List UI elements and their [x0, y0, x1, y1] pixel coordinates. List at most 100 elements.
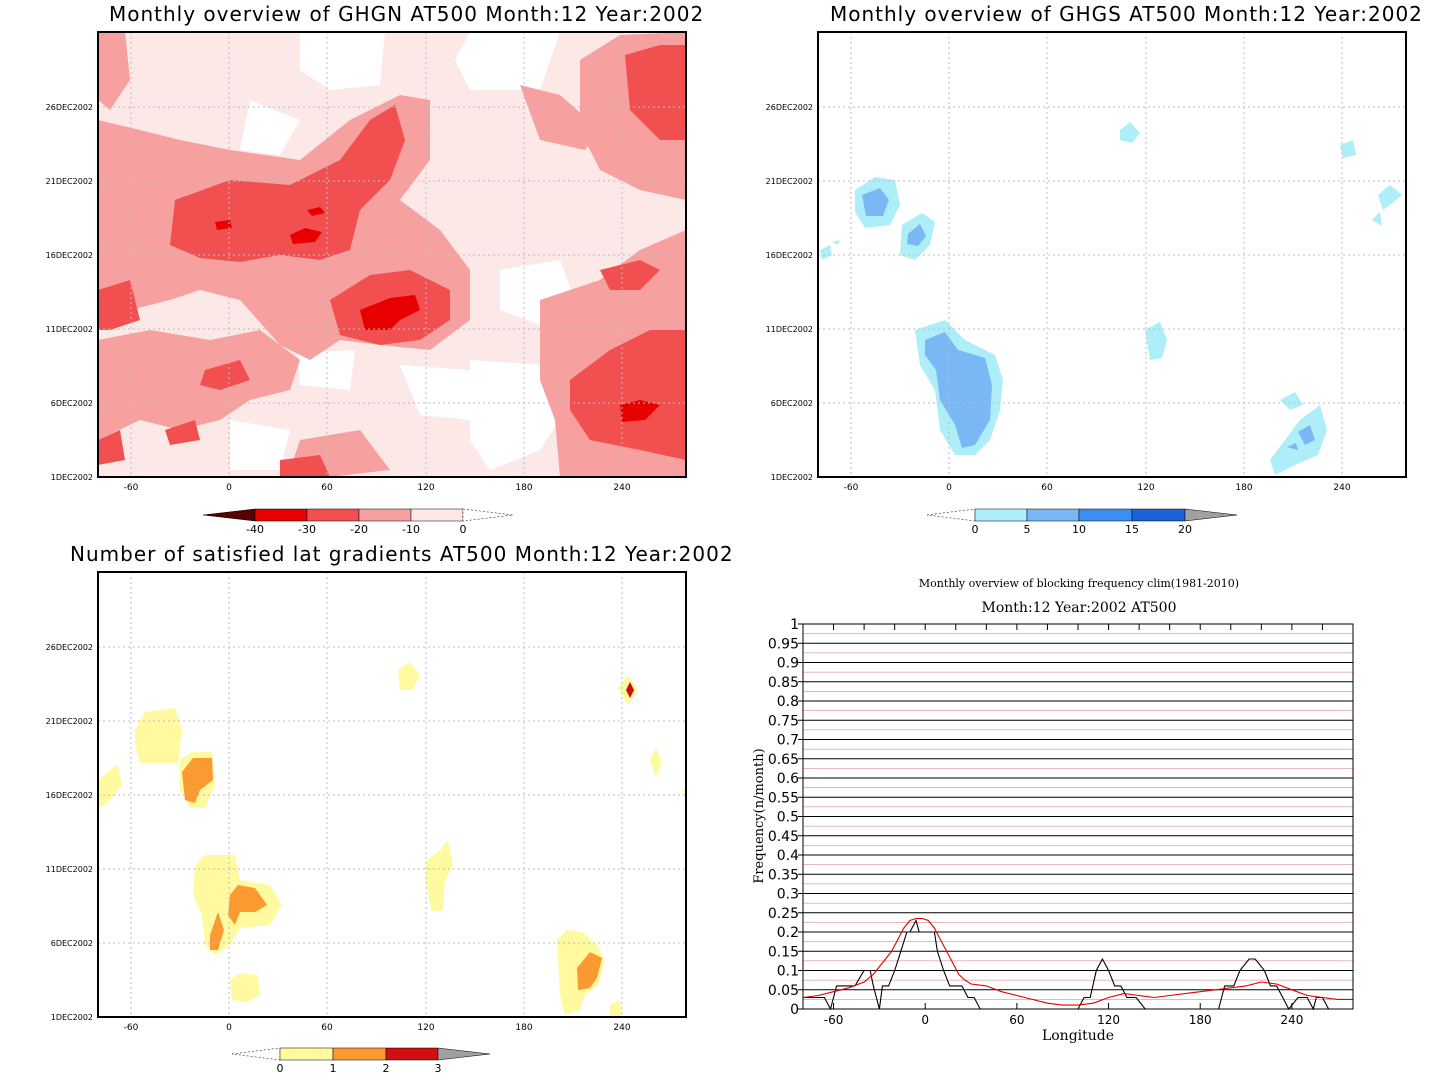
y-tick-label: 6DEC2002 [51, 399, 93, 408]
y-tick-label: 0.75 [768, 713, 799, 729]
axes-ghgs: -60 0 60 120 180 240 1DEC2002 6DEC2002 1… [766, 103, 1351, 493]
y-tick-label: 26DEC2002 [766, 103, 813, 112]
y-tick-label: 0.15 [768, 944, 799, 960]
chart-title-gradients: Number of satisfied lat gradients AT500 … [70, 542, 734, 566]
y-tick-label: 0.45 [768, 829, 799, 845]
colorbar-cell [462, 508, 514, 522]
y-tick-label: 21DEC2002 [46, 717, 93, 726]
y-tick-label: 0 [790, 1002, 799, 1018]
panel-blocking-frequency: Monthly overview of blocking frequency c… [752, 577, 1354, 1044]
y-tick-label: 6DEC2002 [51, 939, 93, 948]
x-tick-label: 120 [1097, 1013, 1120, 1027]
x-tick-label: -60 [824, 1013, 844, 1027]
colorbar-cell [1131, 508, 1186, 522]
colorbar-label: 2 [383, 1062, 390, 1075]
y-tick-label: 6DEC2002 [771, 399, 813, 408]
y-tick-label: 11DEC2002 [766, 325, 813, 334]
gridlines-gradients [98, 572, 686, 1017]
y-axis-blocking: 0 0.05 0.1 0.15 0.2 0.25 0.3 0.35 0.4 0.45 0.5 0.55… [768, 617, 803, 1018]
axes-gradients: -60 0 60 120 180 240 1DEC2002 6DEC2002 1… [46, 643, 631, 1033]
colorbar-cell [437, 1047, 491, 1061]
chart-title-ghgn: Monthly overview of GHGN AT500 Month:12 … [109, 2, 705, 26]
y-tick-label: 0.5 [777, 810, 799, 826]
axes-ghgn: -60 0 60 120 180 240 1DEC2002 6DEC2002 1… [46, 103, 631, 493]
colorbar-cell [926, 508, 976, 522]
x-tick-label: 240 [1333, 483, 1350, 493]
x-tick-label: -60 [124, 483, 139, 493]
colorbar-label: 1 [330, 1062, 337, 1075]
y-tick-label: 0.1 [777, 964, 799, 980]
y-tick-label: 0.7 [777, 733, 799, 749]
x-tick-label: 0 [226, 1023, 232, 1033]
y-tick-label: 0.2 [777, 925, 799, 941]
x-tick-label: 120 [417, 483, 434, 493]
x-tick-label: 120 [417, 1023, 434, 1033]
colorbar-label: 10 [1072, 523, 1086, 536]
colorbar-cell [974, 508, 1028, 522]
line-chart-subtitle: Month:12 Year:2002 AT500 [982, 600, 1177, 616]
y-tick-label: 0.85 [768, 675, 799, 691]
y-tick-label: 0.35 [768, 867, 799, 883]
line-chart-title: Monthly overview of blocking frequency c… [919, 577, 1239, 590]
colorbar-label: -30 [298, 523, 316, 536]
colorbar-cell [358, 508, 412, 522]
x-tick-label: -60 [844, 483, 859, 493]
plot-frame-gradients [97, 571, 687, 1018]
colorbar-cell [1026, 508, 1080, 522]
colorbar-label: -40 [246, 523, 264, 536]
contour-band-white [230, 32, 575, 470]
colorbar-cell [231, 1047, 281, 1061]
y-tick-label: 1 [790, 617, 799, 633]
y-tick-label: 0.6 [777, 771, 799, 787]
plot-frame-ghgn [97, 31, 687, 478]
y-tick-label: 11DEC2002 [46, 865, 93, 874]
colorbar-label: 15 [1125, 523, 1139, 536]
colorbar-label: -20 [350, 523, 368, 536]
colorbar-gradients: 0 1 2 3 [231, 1047, 491, 1075]
series-line-climatology [802, 917, 1353, 1006]
y-tick-label: 0.05 [768, 983, 799, 999]
colorbar-cell [202, 508, 256, 522]
y-tick-label: 0.3 [777, 887, 799, 903]
x-tick-label: 240 [613, 483, 630, 493]
colorbar-label: 5 [1024, 523, 1031, 536]
x-tick-label: 60 [1009, 1013, 1024, 1027]
gridlines-ghgn [98, 32, 686, 477]
y-tick-label: 21DEC2002 [46, 177, 93, 186]
x-tick-label: 0 [946, 483, 952, 493]
y-tick-label: 1DEC2002 [771, 473, 813, 482]
x-tick-label: 0 [921, 1013, 929, 1027]
y-tick-label: 21DEC2002 [766, 177, 813, 186]
plot-frame-ghgs [817, 31, 1407, 478]
plot-frame-blocking [802, 623, 1354, 1010]
y-tick-label: 0.4 [777, 848, 799, 864]
contour-band-orange [182, 758, 602, 990]
panel-ghgs: -60 0 60 120 180 240 1DEC2002 6DEC2002 1… [766, 31, 1407, 536]
x-tick-label: 60 [1041, 483, 1053, 493]
y-tick-label: 0.25 [768, 906, 799, 922]
y-tick-label: 0.95 [768, 636, 799, 652]
panel-ghgn: -60 0 60 120 180 240 1DEC2002 6DEC2002 1… [46, 31, 687, 536]
colorbar-label: 20 [1178, 523, 1192, 536]
x-axis-title: Longitude [1042, 1028, 1114, 1044]
contour-band-mid-blue [862, 188, 1315, 450]
y-tick-label: 26DEC2002 [46, 103, 93, 112]
x-tick-label: 0 [226, 483, 232, 493]
y-tick-label: 0.9 [777, 656, 799, 672]
y-tick-label: 16DEC2002 [46, 251, 93, 260]
colorbar-label: 0 [460, 523, 467, 536]
y-tick-label: 16DEC2002 [766, 251, 813, 260]
colorbar-label: 0 [277, 1062, 284, 1075]
x-tick-label: 240 [613, 1023, 630, 1033]
y-tick-label: 26DEC2002 [46, 643, 93, 652]
y-tick-label: 1DEC2002 [51, 1013, 93, 1022]
y-tick-label: 0.65 [768, 752, 799, 768]
x-tick-label: 180 [515, 1023, 532, 1033]
y-tick-label: 1DEC2002 [51, 473, 93, 482]
series-line-observed [803, 919, 1330, 1011]
y-tick-label: 0.55 [768, 790, 799, 806]
y-tick-label: 16DEC2002 [46, 791, 93, 800]
panel-gradients: -60 0 60 120 180 240 1DEC2002 6DEC2002 1… [46, 571, 687, 1075]
colorbar-ghgs: 0 5 10 15 20 [926, 508, 1238, 536]
